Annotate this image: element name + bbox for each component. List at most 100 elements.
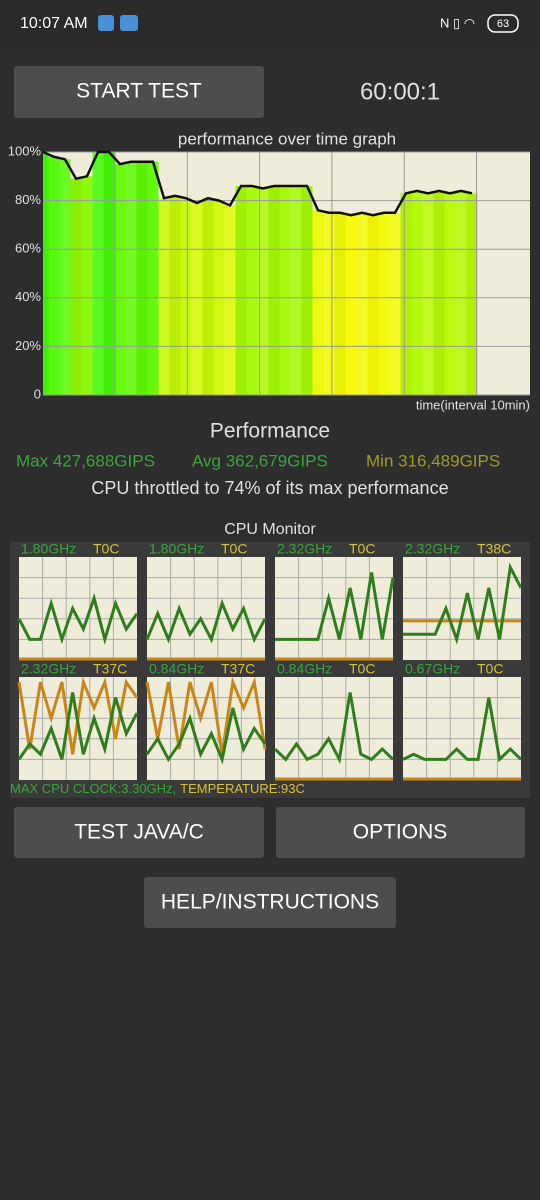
battery-icon: [487, 14, 519, 33]
performance-bar: [81, 176, 93, 395]
max-clock: MAX CPU CLOCK:3.30GHz,: [10, 781, 176, 796]
options-button[interactable]: OPTIONS: [276, 807, 525, 858]
performance-bar: [257, 188, 269, 395]
test-java-button[interactable]: TEST JAVA/C: [14, 807, 264, 858]
freq-line: [145, 598, 267, 644]
performance-bar: [444, 193, 456, 395]
freq-line: [403, 562, 523, 645]
performance-bar: [246, 186, 258, 395]
core-temp: T0C: [221, 541, 247, 557]
freq-line: [273, 692, 395, 765]
freq-line: [17, 593, 139, 645]
core-freq: 0.84GHz: [149, 661, 204, 677]
max-stat: Max 427,688GIPS: [16, 451, 155, 470]
core-temp: T0C: [477, 661, 503, 677]
performance-bar: [389, 212, 401, 395]
core-temp: T0C: [93, 541, 119, 557]
freq-line: [275, 572, 395, 641]
cpu-monitor-title: CPU Monitor: [224, 521, 316, 538]
graph-title: performance over time graph: [178, 129, 396, 148]
temp-line: [145, 676, 267, 755]
performance-bar: [466, 193, 478, 395]
performance-bar: [367, 215, 379, 395]
performance-bar: [400, 193, 412, 395]
x-axis-label: time(interval 10min): [416, 397, 530, 412]
y-tick-label: 60%: [15, 241, 41, 256]
performance-bar: [312, 210, 324, 395]
performance-bar: [433, 190, 445, 395]
status-icon: [120, 15, 138, 31]
performance-bar: [180, 198, 192, 395]
status-icons: N ▯ ◠: [440, 15, 475, 30]
y-tick-label: 100%: [8, 143, 42, 158]
performance-bar: [323, 212, 335, 395]
core-temp: T37C: [221, 661, 255, 677]
core-plot: [147, 557, 265, 660]
status-icon: [98, 15, 114, 31]
performance-bar: [345, 215, 357, 395]
performance-bar: [158, 198, 170, 395]
core-plot: [275, 557, 393, 660]
timer: 60:00:1: [360, 78, 440, 105]
core-temp: T37C: [93, 661, 127, 677]
performance-bar: [136, 161, 148, 395]
core-plot: [147, 677, 265, 780]
core-freq: 2.32GHz: [21, 661, 76, 677]
performance-bar: [147, 161, 159, 395]
core-freq: 2.32GHz: [405, 541, 460, 557]
core-freq: 0.84GHz: [277, 661, 332, 677]
performance-bar: [191, 203, 203, 395]
performance-bar: [301, 186, 313, 395]
performance-bar: [268, 186, 280, 395]
core-freq: 2.32GHz: [277, 541, 332, 557]
core-plot: [275, 677, 393, 780]
cpu-summary: MAX CPU CLOCK:3.30GHz, TEMPERATURE:93C: [10, 781, 305, 796]
button-label: TEST JAVA/C: [74, 821, 204, 844]
avg-stat: Avg 362,679GIPS: [192, 451, 328, 470]
performance-graph: 0 20% 40% 60% 80% 100%: [8, 143, 530, 401]
performance-bar: [356, 212, 368, 395]
performance-bar: [224, 205, 236, 395]
start-test-button[interactable]: START TEST: [14, 66, 264, 118]
min-stat: Min 316,489GIPS: [366, 451, 500, 470]
performance-bar: [334, 212, 346, 395]
performance-bar: [279, 186, 291, 395]
throttle-text: CPU throttled to 74% of its max performa…: [91, 478, 448, 498]
performance-bar: [103, 152, 115, 395]
performance-bar: [70, 178, 82, 395]
status-bar: [0, 0, 540, 48]
performance-bar: [202, 198, 214, 395]
y-tick-label: 80%: [15, 192, 41, 207]
cpu-cores: 1.80GHz T0C 1.80GHz T0C 2.32GHz T0C 2.32GHz T38…: [17, 541, 523, 781]
freq-line: [402, 697, 523, 763]
performance-heading: Performance: [210, 420, 330, 443]
core-freq: 1.80GHz: [21, 541, 76, 557]
performance-bar: [235, 186, 247, 395]
core-temp: T38C: [477, 541, 511, 557]
performance-bar: [290, 186, 302, 395]
performance-line: [42, 150, 473, 217]
core-freq: 1.80GHz: [149, 541, 204, 557]
button-label: OPTIONS: [353, 821, 448, 844]
freq-line: [145, 707, 267, 765]
y-tick-label: 20%: [15, 338, 41, 353]
performance-bar: [92, 152, 104, 395]
performance-bar: [43, 152, 49, 395]
button-label: HELP/INSTRUCTIONS: [161, 891, 379, 914]
performance-bar: [378, 212, 390, 395]
status-time: 10:07 AM: [20, 15, 88, 32]
performance-bar: [422, 193, 434, 395]
core-plot: [403, 557, 521, 660]
performance-bar: [59, 159, 71, 395]
core-temp: T0C: [349, 541, 375, 557]
performance-bar: [125, 161, 137, 395]
freq-line: [17, 692, 139, 761]
core-freq: 0.67GHz: [405, 661, 460, 677]
y-tick-label: 0: [34, 386, 41, 401]
y-tick-label: 40%: [15, 289, 41, 304]
performance-bar: [114, 164, 126, 395]
temperature: TEMPERATURE:93C: [180, 781, 305, 796]
help-button[interactable]: HELP/INSTRUCTIONS: [144, 877, 396, 928]
core-temp: T0C: [349, 661, 375, 677]
